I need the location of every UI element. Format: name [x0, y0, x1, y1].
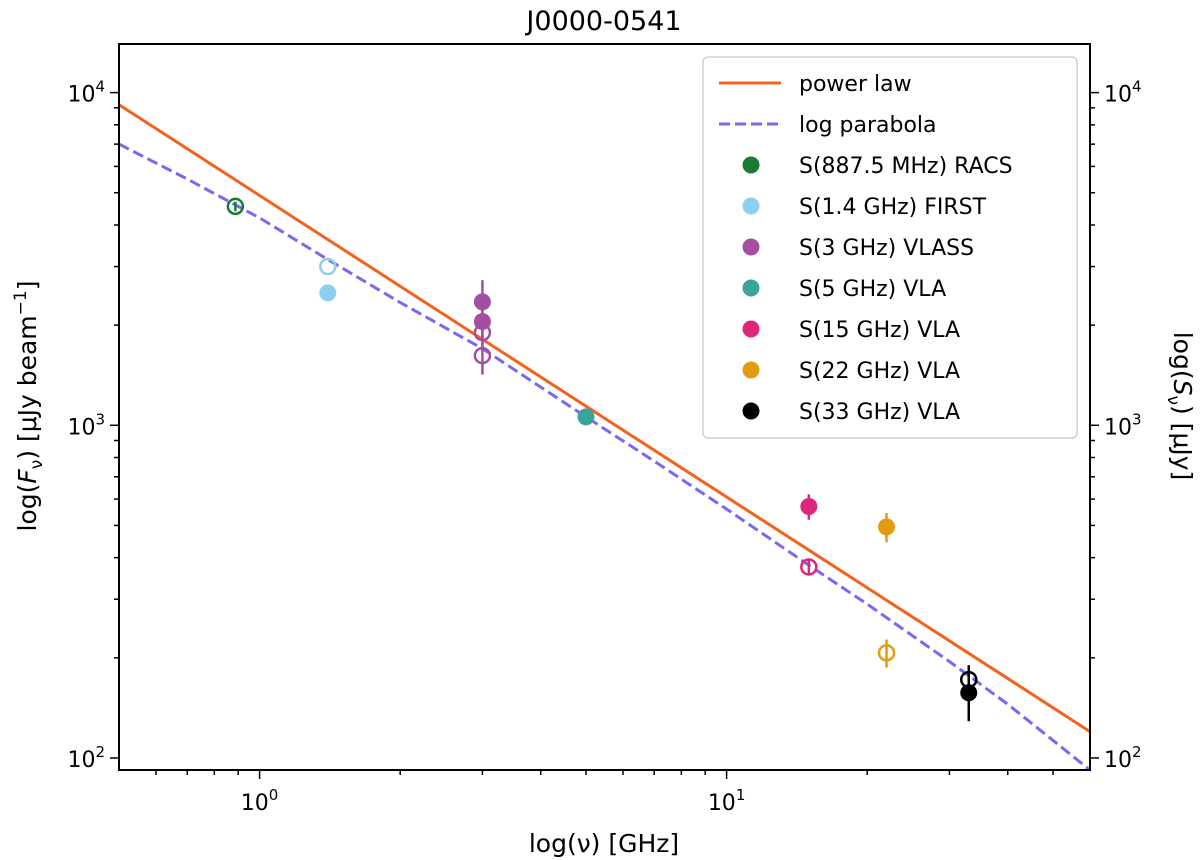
point-marker [800, 558, 818, 576]
point-marker [226, 197, 245, 216]
legend-entry: power law [719, 72, 912, 97]
legend-marker-swatch [742, 197, 760, 215]
legend-entry: S(3 GHz) VLASS [742, 236, 974, 261]
data-point [319, 284, 337, 302]
legend-label: S(33 GHz) VLA [799, 400, 960, 425]
chart-title: J0000-0541 [524, 6, 681, 37]
legend-label: S(5 GHz) VLA [799, 277, 946, 302]
axes: 100 101 102 102 103 103 104 104 [67, 78, 1141, 816]
point-marker [877, 644, 896, 662]
fit-line-2 [119, 142, 1090, 770]
tick-label: 100 [241, 786, 279, 816]
point-marker [319, 284, 337, 302]
legend-marker-swatch [742, 238, 760, 256]
data-point [226, 197, 245, 216]
point-marker [960, 684, 978, 702]
legend-entry: S(22 GHz) VLA [742, 359, 960, 384]
legend-label: S(887.5 MHz) RACS [799, 154, 1013, 179]
point-marker [800, 497, 818, 515]
data-point [800, 494, 818, 520]
data-point [319, 257, 337, 276]
legend-box [702, 56, 1078, 439]
point-marker [319, 257, 337, 276]
legend-marker-swatch [742, 402, 760, 420]
legend: power law log parabola S(887.5 MHz) RACS S(… [702, 56, 1078, 439]
legend-entry: S(15 GHz) VLA [742, 318, 960, 343]
legend-label: S(3 GHz) VLASS [799, 236, 974, 261]
tick-label: 103 [67, 410, 105, 440]
point-marker [878, 518, 896, 536]
tick-label: 102 [1104, 743, 1142, 773]
legend-label: log parabola [799, 113, 937, 138]
legend-entry: S(5 GHz) VLA [742, 277, 946, 302]
legend-marker-swatch [742, 156, 760, 174]
tick-label: 103 [1104, 410, 1142, 440]
data-point [877, 639, 896, 668]
y-axis-label-left: log(Fν) [μJy beam−1] [11, 281, 47, 532]
plot-frame [118, 43, 1091, 771]
data-points [226, 197, 978, 722]
tick-label: 101 [708, 786, 746, 816]
legend-marker-swatch [742, 361, 760, 379]
legend-entry: S(887.5 MHz) RACS [742, 154, 1013, 179]
legend-label: S(1.4 GHz) FIRST [799, 195, 987, 220]
tick-label: 102 [67, 743, 105, 773]
x-axis-label: log(ν) [GHz] [529, 829, 679, 858]
legend-entry: S(1.4 GHz) FIRST [742, 195, 987, 220]
data-point [577, 408, 595, 426]
data-point [960, 669, 978, 722]
legend-entry: S(33 GHz) VLA [742, 400, 960, 425]
legend-label: S(22 GHz) VLA [799, 359, 960, 384]
fit-line-1 [119, 103, 1090, 733]
data-point [473, 338, 492, 375]
legend-label: S(15 GHz) VLA [799, 318, 960, 343]
point-marker [473, 346, 492, 365]
tick-label: 104 [67, 78, 105, 108]
plot-area [119, 103, 1090, 770]
point-marker [473, 293, 491, 311]
legend-label: power law [799, 72, 912, 97]
point-marker [577, 408, 595, 426]
legend-marker-swatch [742, 279, 760, 297]
legend-marker-swatch [742, 320, 760, 338]
data-point [800, 558, 818, 576]
tick-label: 104 [1104, 78, 1142, 108]
fit-lines [119, 103, 1090, 770]
legend-entry: log parabola [719, 113, 937, 138]
data-point [878, 512, 896, 543]
y-axis-label-right: log(Sν) [μJy] [1163, 332, 1197, 481]
